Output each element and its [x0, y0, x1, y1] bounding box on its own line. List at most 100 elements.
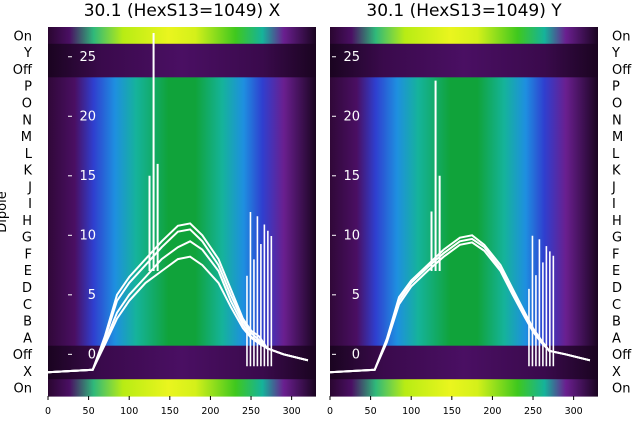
row-label-left: Y [23, 46, 32, 61]
row-label-left: On [14, 29, 32, 44]
row-label-left: X [23, 365, 32, 380]
heatmap-row-on [330, 379, 598, 397]
row-label-left: B [23, 315, 32, 330]
heatmap-row-c [330, 295, 598, 313]
row-label-right: X [612, 365, 621, 380]
heatmap-row-a [330, 328, 598, 347]
x-tick-label: 200 [201, 406, 219, 417]
row-label-left: C [23, 298, 32, 313]
row-label-right: G [612, 231, 622, 246]
row-label-left: L [25, 147, 33, 162]
row-label-right: Off [612, 63, 632, 78]
heatmap-row-on [330, 27, 598, 45]
row-label-right: On [612, 29, 630, 44]
row-label-left: F [25, 247, 32, 262]
heatmap-row-on [48, 379, 316, 397]
row-label-left: H [22, 214, 32, 229]
overlay-tick-label: 5 [88, 288, 96, 303]
heatmap-row-g [48, 228, 316, 246]
heatmap-row-p [48, 77, 316, 95]
x-tick-label: 300 [283, 406, 301, 417]
heatmap-row-x [48, 362, 316, 380]
overlay-tick-label: 10 [79, 228, 96, 243]
x-tick-label: 50 [83, 406, 95, 417]
overlay-tick-label: 0 [88, 347, 96, 362]
overlay-lines [48, 32, 309, 374]
x-tick-label: 100 [402, 406, 420, 417]
heatmap-row-o [48, 94, 316, 112]
row-label-left: On [14, 382, 32, 397]
heatmap-row-k [330, 161, 598, 179]
x-tick-label: 0 [327, 406, 333, 417]
heatmap-row-k [48, 161, 316, 179]
row-label-right: P [612, 80, 620, 95]
heatmap-row-d [330, 278, 598, 296]
heatmap-row-i [330, 194, 598, 213]
overlay-tick-label: 15 [79, 169, 96, 184]
heatmap-row-b [330, 312, 598, 330]
overlay-tick-label: 20 [79, 109, 96, 124]
x-tick-label: 100 [120, 406, 138, 417]
row-label-left: K [23, 164, 32, 179]
row-label-right: D [612, 281, 622, 296]
heatmap-row-off [330, 345, 598, 364]
x-tick-label: 150 [161, 406, 179, 417]
row-label-right: I [612, 197, 616, 212]
x-tick-label: 150 [443, 406, 461, 417]
heatmap-row-b [48, 312, 316, 330]
heatmap-row-n [48, 110, 316, 129]
heatmap-row-j [48, 177, 316, 196]
x-tick-label: 250 [524, 406, 542, 417]
heatmap-row-y [330, 43, 598, 62]
heatmap-row-m [48, 127, 316, 146]
heatmap-row-o [330, 94, 598, 112]
overlay-tick-label: 25 [343, 50, 360, 65]
row-label-right: Off [612, 348, 632, 363]
row-label-right: K [612, 164, 621, 179]
row-label-right: C [612, 298, 621, 313]
row-label-left: A [23, 331, 32, 346]
x-tick-label: 300 [565, 406, 583, 417]
overlay-lines [330, 80, 591, 374]
heatmap-row-h [48, 211, 316, 229]
row-label-right: H [612, 214, 622, 229]
heatmap-row-a [48, 328, 316, 347]
row-label-right: O [612, 96, 622, 111]
heatmap-row-e [48, 261, 316, 280]
heatmap-row-i [48, 194, 316, 213]
heatmap-row-j [330, 177, 598, 196]
overlay-tick-label: 5 [352, 288, 360, 303]
heatmap-row-n [330, 110, 598, 129]
row-label-right: On [612, 382, 630, 397]
overlay-tick-label: 20 [343, 109, 360, 124]
row-label-left: O [22, 96, 32, 111]
heatmap-row-d [48, 278, 316, 296]
x-tick-label: 0 [45, 406, 51, 417]
panel-title: 30.1 (HexS13=1049) X [84, 1, 281, 21]
heatmap-row-p [330, 77, 598, 95]
row-label-left: D [22, 281, 32, 296]
heatmap-row-on [48, 27, 316, 45]
row-label-right: J [611, 180, 616, 195]
heatmap-row-l [48, 144, 316, 162]
overlay-tick-label: 10 [343, 228, 360, 243]
row-label-left: P [24, 80, 32, 95]
row-label-right: L [612, 147, 620, 162]
row-label-left: Off [13, 63, 33, 78]
row-label-right: Y [611, 46, 620, 61]
row-label-left: E [24, 264, 32, 279]
overlay-tick-label: 25 [79, 50, 96, 65]
row-label-left: I [28, 197, 32, 212]
row-label-left: J [27, 180, 32, 195]
row-label-right: B [612, 315, 621, 330]
overlay-tick-label: 0 [352, 347, 360, 362]
row-label-right: M [612, 130, 623, 145]
y-axis-label: Dipole [0, 191, 10, 232]
heatmap-row-m [330, 127, 598, 146]
row-label-left: M [21, 130, 32, 145]
row-label-left: Off [13, 348, 33, 363]
heatmap-row-x [330, 362, 598, 380]
heatmap-row-y [48, 43, 316, 62]
row-label-left: G [22, 231, 32, 246]
